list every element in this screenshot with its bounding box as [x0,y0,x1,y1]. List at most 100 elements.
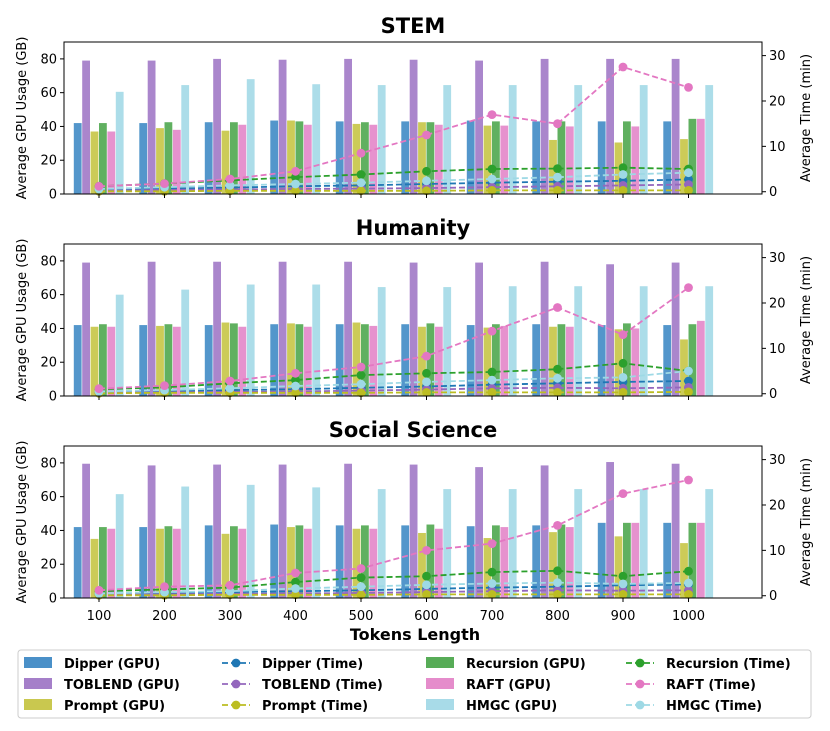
y-tick-label: 60 [40,288,57,303]
bar-prompt-gpu [352,322,361,396]
bar-dipper-gpu [466,526,475,598]
point-raft-time [356,362,366,372]
point-prompt-time [618,590,628,599]
y-tick-label: 20 [40,356,57,371]
point-hmgc-time [291,381,300,391]
line-recursion-time [98,166,689,188]
legend-marker [635,679,645,689]
point-recursion-time [487,367,497,377]
point-prompt-time [684,387,693,397]
point-hmgc-time [487,375,497,385]
point-raft-time [422,130,431,140]
bar-recursion-gpu [557,324,566,396]
bar-toblend-gpu [475,60,483,194]
y-axis-label-left: Average GPU Usage (GB) [15,37,30,200]
bar-recursion-gpu [99,527,107,598]
y-tick-label: 80 [40,456,57,471]
point-hmgc-time [422,377,431,387]
legend-label: Prompt (Time) [262,699,368,714]
legend-entry: RAFT (GPU) [426,678,551,693]
bar-prompt-gpu [352,123,361,194]
x-tick-label: 700 [480,609,505,624]
bar-prompt-gpu [352,528,361,598]
x-axis-label: Tokens Length [350,625,480,644]
point-recursion-time [422,368,431,378]
bar-prompt-gpu [221,130,230,194]
point-hmgc-time [422,176,431,186]
bar-dipper-gpu [597,325,606,396]
bar-toblend-gpu [344,463,352,598]
bar-raft-gpu [631,522,640,598]
point-hmgc-time [684,578,693,588]
legend-bar-swatch [24,699,52,710]
legend-label: Dipper (GPU) [64,657,160,672]
bar-recursion-gpu [99,123,107,194]
legend-label: TOBLEND (Time) [262,678,383,693]
x-tick-label: 1000 [672,609,705,624]
line-hmgc-time [98,370,689,393]
bar-recursion-gpu [688,118,697,194]
point-recursion-time [356,573,366,582]
bar-dipper-gpu [335,121,344,194]
point-prompt-time [487,186,497,195]
point-prompt-time [487,388,497,397]
point-recursion-time [291,577,300,587]
y2-tick-label: 0 [769,185,777,200]
point-prompt-time [684,590,693,599]
point-hmgc-time [487,174,497,184]
line-dipper-time [98,380,689,394]
bar-toblend-gpu [671,58,680,194]
bar-toblend-gpu [147,60,156,194]
plot-frame [63,445,763,599]
point-raft-time [487,326,497,336]
bar-recursion-gpu [557,121,566,194]
legend-label: HMGC (Time) [666,699,762,714]
bar-toblend-gpu [213,464,221,598]
y-tick-label: 60 [40,490,57,505]
bar-dipper-gpu [270,524,279,598]
legend-box [17,649,812,719]
y2-tick-label: 30 [769,49,786,64]
bar-toblend-gpu [475,262,483,396]
point-prompt-time [553,186,562,195]
bar-hmgc-gpu [574,85,583,194]
bar-hmgc-gpu [377,489,386,598]
bar-raft-gpu [434,326,443,396]
bar-toblend-gpu [82,463,90,598]
point-raft-time [225,376,235,386]
bar-recursion-gpu [295,525,304,598]
y-axis-label-left: Average GPU Usage (GB) [15,441,30,604]
line-dipper-time [98,178,689,191]
bar-toblend-gpu [82,262,90,396]
legend-marker [635,658,645,668]
legend-label: RAFT (Time) [666,678,756,693]
bar-hmgc-gpu [312,284,321,396]
bar-toblend-gpu [213,58,221,194]
point-hmgc-time [356,379,366,389]
point-raft-time [684,283,693,292]
point-recursion-time [487,567,497,577]
legend-label: RAFT (GPU) [466,678,551,693]
line-recursion-time [98,569,689,593]
point-prompt-time [422,590,431,599]
point-recursion-time [356,370,366,380]
y-tick-label: 40 [40,524,57,539]
bar-recursion-gpu [99,324,107,396]
bar-toblend-gpu [409,59,418,195]
line-prompt-time [99,189,689,193]
bar-dipper-gpu [73,527,82,598]
point-recursion-time [553,164,562,174]
point-dipper-time [684,376,693,386]
point-hmgc-time [553,373,562,383]
point-recursion-time [618,163,628,173]
bar-toblend-gpu [409,464,418,598]
bar-recursion-gpu [164,122,173,194]
bar-toblend-gpu [278,464,287,598]
point-prompt-time [618,388,628,397]
bar-raft-gpu [434,124,443,194]
bar-dipper-gpu [270,120,279,194]
bar-prompt-gpu [90,326,99,396]
bar-prompt-gpu [483,538,492,598]
bar-dipper-gpu [204,122,213,194]
point-hmgc-time [422,580,431,590]
